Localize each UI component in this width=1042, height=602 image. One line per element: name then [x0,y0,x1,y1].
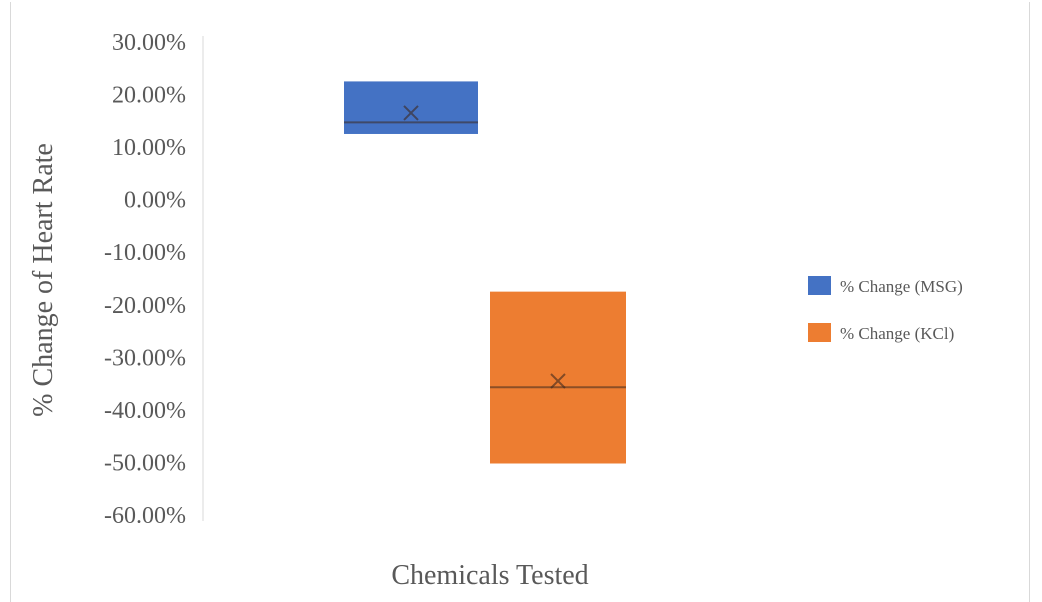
legend-swatch [808,276,831,295]
box-series-group [344,81,626,464]
y-tick-label: 20.00% [112,83,186,109]
box-2 [490,291,626,464]
y-tick-label: 0.00% [124,188,186,214]
y-tick-label: -10.00% [104,240,186,266]
legend-swatch [808,323,831,342]
chart-frame [10,2,1030,602]
y-tick-label: -20.00% [104,293,186,319]
x-axis-title: Chemicals Tested [391,560,588,591]
y-axis-title: % Change of Heart Rate [28,143,59,417]
box-body [490,291,626,464]
legend: % Change (MSG) % Change (KCl) [808,276,963,343]
box-1 [344,81,478,134]
legend-label: % Change (MSG) [840,277,963,296]
y-tick-label: 30.00% [112,30,186,56]
mean-marker [550,373,566,389]
y-tick-label: -30.00% [104,345,186,371]
y-tick-label: -60.00% [104,503,186,529]
box-body [344,81,478,134]
y-axis-tick-labels: 30.00% 20.00% 10.00% 0.00% -10.00% -20.00% -30… [104,30,186,529]
y-tick-label: -40.00% [104,398,186,424]
mean-marker [403,105,419,121]
legend-label: % Change (KCl) [840,324,954,343]
y-tick-label: -50.00% [104,450,186,476]
y-tick-label: 10.00% [112,135,186,161]
